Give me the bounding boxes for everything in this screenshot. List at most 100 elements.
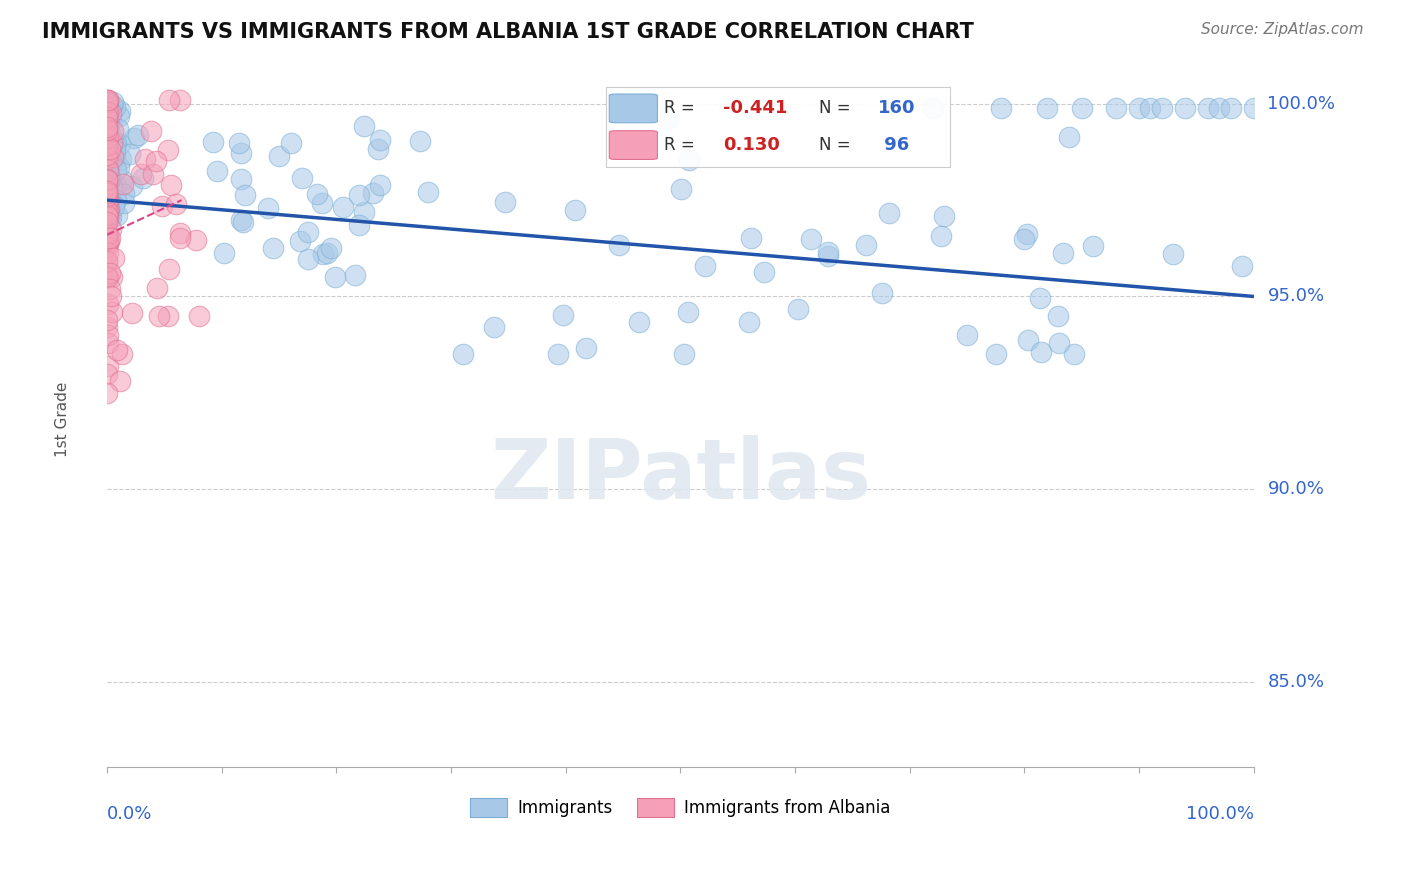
Point [96,189,118,203]
Point [98,202,121,216]
Point [169,226,191,240]
Point [104,149,127,163]
Point [1063,347,1085,361]
Point [817,244,839,259]
Point [678,153,700,167]
Point [146,281,169,295]
Point [96,180,118,194]
Point [311,195,333,210]
Point [205,163,228,178]
Point [1128,101,1150,115]
Point [1047,309,1070,323]
Text: IMMIGRANTS VS IMMIGRANTS FROM ALBANIA 1ST GRADE CORRELATION CHART: IMMIGRANTS VS IMMIGRANTS FROM ALBANIA 1S… [42,22,974,42]
Point [104,136,127,150]
Point [157,309,180,323]
Point [311,246,333,260]
Point [929,229,952,244]
Point [142,167,165,181]
Point [129,167,152,181]
Point [96,204,118,219]
Point [97,236,120,251]
Point [100,222,122,236]
Point [108,104,131,119]
Point [96,200,118,214]
Point [96,186,118,201]
Point [98,209,121,223]
Point [184,234,207,248]
Point [877,206,900,220]
Point [98,127,121,141]
Point [101,150,124,164]
Point [98,266,121,280]
Point [97,168,120,182]
Point [98,142,121,156]
Point [787,301,810,316]
Point [156,144,179,158]
Point [297,225,319,239]
Point [96,312,118,326]
Point [1029,291,1052,305]
Point [97,93,120,107]
Point [96,197,118,211]
Point [96,111,118,125]
Point [368,133,391,147]
Point [693,259,716,273]
Point [96,161,118,175]
Point [738,315,761,329]
Point [97,150,120,164]
Point [1163,247,1185,261]
Point [96,205,118,219]
Point [96,211,118,226]
Text: 1st Grade: 1st Grade [55,382,70,458]
Point [124,131,146,145]
Point [100,150,122,164]
Point [297,252,319,267]
Point [98,282,121,296]
Point [159,178,181,192]
Point [96,385,118,400]
Point [96,184,118,198]
Point [100,194,122,209]
Point [97,115,120,129]
Point [100,270,122,285]
Point [114,186,136,201]
Point [97,359,120,373]
Point [96,236,118,251]
Point [97,231,120,245]
Point [343,268,366,282]
Text: 100.0%: 100.0% [1185,805,1254,822]
Point [96,148,118,162]
Point [551,308,574,322]
Point [96,93,118,107]
Text: 95.0%: 95.0% [1267,287,1324,305]
Point [96,127,118,141]
Point [627,315,650,329]
Point [96,120,118,135]
Point [100,305,122,319]
Point [112,177,135,191]
Point [96,225,118,239]
Point [157,262,180,277]
Point [96,367,118,381]
Point [262,241,284,255]
Point [121,178,143,193]
Point [111,173,134,187]
Point [97,133,120,147]
Point [100,289,122,303]
Point [353,119,375,133]
Point [101,123,124,137]
Point [97,164,120,178]
Point [105,193,128,207]
Point [104,143,127,157]
Point [97,129,120,144]
Point [96,139,118,153]
Point [96,137,118,152]
Point [494,195,516,210]
Point [229,172,252,186]
Point [110,136,132,151]
Point [118,147,141,161]
Point [97,211,120,225]
Point [1197,101,1219,115]
Point [104,179,127,194]
Point [96,112,118,127]
